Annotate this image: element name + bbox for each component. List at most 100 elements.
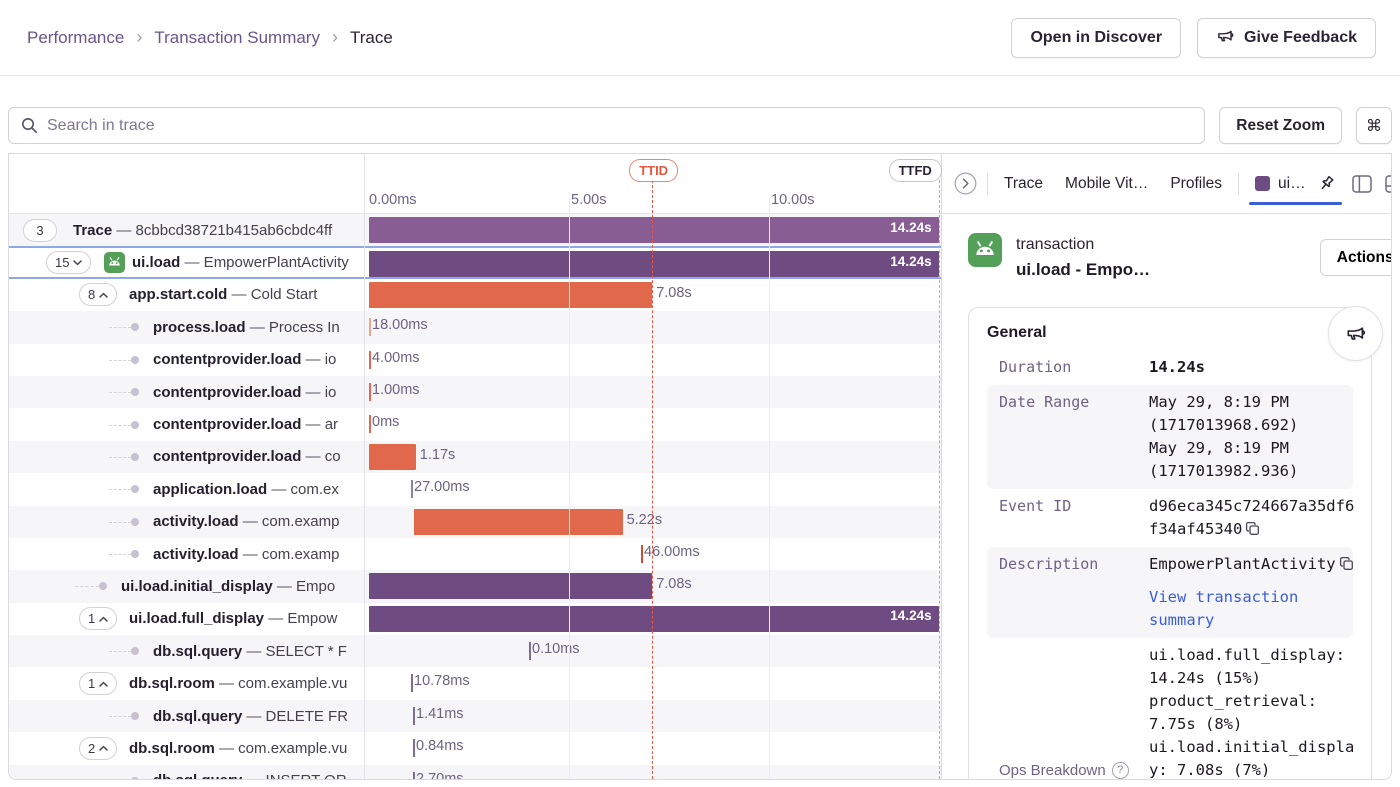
copy-button[interactable] bbox=[1339, 556, 1354, 571]
breadcrumb-performance[interactable]: Performance bbox=[27, 27, 125, 47]
kv-row-duration: Duration 14.24s bbox=[987, 350, 1353, 385]
span-label: contentprovider.load — ar bbox=[153, 416, 339, 434]
span-bar[interactable] bbox=[369, 281, 653, 308]
span-count-badge[interactable]: 15 bbox=[46, 251, 92, 275]
drawer-expand-button[interactable] bbox=[954, 172, 977, 195]
trace-row[interactable]: 1 db.sql.room — com.example.vu 10.78ms bbox=[9, 667, 941, 700]
breadcrumb-transaction-summary[interactable]: Transaction Summary bbox=[154, 27, 320, 47]
trace-row[interactable]: contentprovider.load — io 1.00ms bbox=[9, 375, 941, 409]
span-count-badge[interactable]: 1 bbox=[79, 672, 118, 696]
actions-button[interactable]: Actions bbox=[1319, 239, 1391, 276]
tab-profiles[interactable]: Profiles bbox=[1170, 174, 1223, 192]
tab-mobile-vit-[interactable]: Mobile Vit… bbox=[1065, 174, 1149, 192]
give-feedback-label: Give Feedback bbox=[1244, 28, 1357, 46]
trace-row[interactable]: db.sql.query — DELETE FR 1.41ms bbox=[9, 699, 941, 733]
span-bar[interactable] bbox=[413, 508, 623, 535]
span-count-badge[interactable]: 8 bbox=[79, 283, 118, 307]
span-tick[interactable] bbox=[413, 771, 415, 779]
span-tick[interactable] bbox=[411, 674, 413, 693]
trace-row[interactable]: contentprovider.load — io 4.00ms bbox=[9, 343, 941, 376]
span-tick[interactable] bbox=[641, 544, 643, 563]
span-bar[interactable] bbox=[369, 443, 416, 470]
time-gridline bbox=[569, 198, 570, 779]
span-duration: 10.78ms bbox=[414, 673, 470, 690]
span-tick[interactable] bbox=[413, 739, 415, 758]
feedback-fab-button[interactable] bbox=[1328, 305, 1383, 361]
general-card: General Duration 14.24s Date Range May 2… bbox=[968, 305, 1383, 780]
span-tick[interactable] bbox=[369, 318, 371, 337]
copy-button[interactable] bbox=[1245, 521, 1260, 536]
span-label: contentprovider.load — io bbox=[153, 351, 337, 369]
span-duration: 0ms bbox=[372, 414, 400, 431]
layout-left-icon[interactable] bbox=[1351, 174, 1372, 193]
kv-value: ui.load.full_display: 14.24s (15%) produc… bbox=[1149, 645, 1355, 779]
chevron-up-icon bbox=[99, 616, 108, 622]
trace-row[interactable]: contentprovider.load — co 1.17s bbox=[9, 440, 941, 474]
breadcrumb-separator-icon: › bbox=[331, 27, 338, 47]
drawer-body: transaction ui.load - Empo… Actions Gene… bbox=[942, 214, 1391, 780]
span-label: db.sql.query — INSERT OR bbox=[153, 772, 347, 779]
tab-span-detail[interactable]: ui… bbox=[1249, 167, 1312, 201]
span-bar[interactable] bbox=[369, 605, 939, 632]
kv-key: Date Range bbox=[999, 392, 1090, 411]
kv-row-event-id: Event ID d96eca345c724667a35df6f34af4534… bbox=[987, 489, 1354, 547]
trace-row[interactable]: 1 ui.load.full_display — Empow 14.24s bbox=[9, 602, 941, 636]
search-input[interactable] bbox=[47, 116, 1193, 135]
span-count-badge[interactable]: 2 bbox=[79, 736, 118, 760]
kv-row-ops-breakdown: Ops Breakdown ? ui.load.full_display: 14… bbox=[987, 638, 1355, 780]
android-icon bbox=[968, 233, 1002, 267]
trace-row[interactable]: ui.load.initial_display — Empo 7.08s bbox=[9, 570, 941, 603]
span-count-badge[interactable]: 1 bbox=[79, 607, 118, 631]
trace-row[interactable]: activity.load — com.examp 5.22s bbox=[9, 505, 941, 538]
span-duration: 0.10ms bbox=[532, 641, 580, 658]
trace-row[interactable]: 2 db.sql.room — com.example.vu 0.84ms bbox=[9, 732, 941, 765]
trace-row[interactable]: 3 Trace — 8cbbcd38721b415ab6cbdc4ff 14.24s bbox=[9, 214, 941, 247]
time-axis-tick: 0.00ms bbox=[369, 192, 417, 208]
search-box[interactable] bbox=[8, 107, 1206, 144]
span-color-swatch bbox=[1255, 176, 1271, 191]
tree-connector bbox=[109, 489, 131, 491]
trace-row[interactable]: process.load — Process In 18.00ms bbox=[9, 311, 941, 344]
span-tick[interactable] bbox=[413, 706, 415, 725]
trace-row[interactable]: contentprovider.load — ar 0ms bbox=[9, 408, 941, 441]
open-in-discover-button[interactable]: Open in Discover bbox=[1011, 17, 1182, 58]
layout-bottom-icon[interactable] bbox=[1384, 174, 1392, 193]
trace-row[interactable]: activity.load — com.examp 46.00ms bbox=[9, 537, 941, 571]
tree-chart-divider[interactable] bbox=[364, 154, 365, 779]
tab-trace[interactable]: Trace bbox=[1004, 174, 1044, 192]
android-icon bbox=[104, 252, 125, 274]
android-icon bbox=[968, 233, 1002, 267]
span-duration: 14.24s bbox=[890, 219, 932, 235]
span-tick[interactable] bbox=[369, 382, 371, 401]
reset-zoom-button[interactable]: Reset Zoom bbox=[1219, 107, 1342, 144]
trace-row[interactable]: 15 ui.load — EmpowerPlantActivity 14.24s bbox=[9, 246, 941, 279]
span-tick[interactable] bbox=[369, 415, 371, 434]
give-feedback-button[interactable]: Give Feedback bbox=[1197, 17, 1376, 58]
shortcut-button[interactable]: ⌘ bbox=[1356, 107, 1392, 144]
span-tick[interactable] bbox=[529, 642, 531, 661]
span-tick[interactable] bbox=[411, 480, 413, 499]
span-duration: 2.70ms bbox=[416, 770, 464, 780]
active-tab-underline bbox=[1249, 201, 1342, 205]
kv-key: Description bbox=[999, 554, 1099, 573]
span-tick[interactable] bbox=[369, 350, 371, 369]
span-bar[interactable] bbox=[369, 573, 653, 600]
trace-row[interactable]: db.sql.query — SELECT * F 0.10ms bbox=[9, 635, 941, 668]
trace-row[interactable]: 8 app.start.cold — Cold Start 7.08s bbox=[9, 278, 941, 312]
trace-row[interactable]: application.load — com.ex 27.00ms bbox=[9, 473, 941, 506]
help-icon[interactable]: ? bbox=[1111, 761, 1129, 779]
trace-row[interactable]: db.sql.query — INSERT OR 2.70ms bbox=[9, 764, 941, 780]
span-label: ui.load — EmpowerPlantActivity bbox=[132, 254, 349, 272]
kv-value: 14.24s bbox=[1149, 357, 1205, 376]
span-count-badge[interactable]: 3 bbox=[23, 218, 57, 242]
tree-connector bbox=[75, 586, 99, 588]
copy-icon[interactable] bbox=[1339, 556, 1354, 571]
pin-tab-button[interactable] bbox=[1312, 170, 1342, 198]
view-transaction-summary-link[interactable]: View transaction summary bbox=[1149, 587, 1299, 629]
span-bar[interactable] bbox=[369, 251, 939, 277]
transaction-name: ui.load - Empo… bbox=[1016, 260, 1151, 279]
copy-icon[interactable] bbox=[1245, 521, 1260, 536]
span-bar[interactable] bbox=[369, 217, 939, 243]
span-duration: 14.24s bbox=[890, 608, 932, 624]
megaphone-icon bbox=[1218, 30, 1234, 41]
